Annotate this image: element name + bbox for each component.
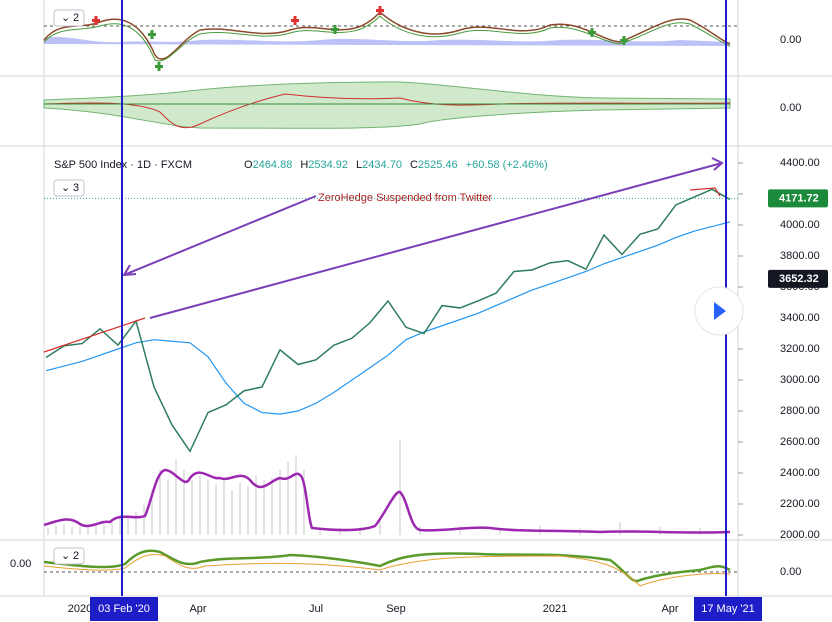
symbol: S&P 500 Index xyxy=(54,159,128,171)
ohlc-key: O xyxy=(244,159,253,171)
price-tick-label: 3800.00 xyxy=(780,250,820,262)
last-price-box xyxy=(768,189,828,208)
ohlc-value: 2434.70 xyxy=(362,159,402,171)
collapse-button[interactable] xyxy=(53,547,85,565)
volume-bars xyxy=(47,440,701,535)
chevron: ⌄ xyxy=(61,12,70,24)
interval: 1D xyxy=(137,159,151,171)
pane-counter: 2 xyxy=(73,12,79,24)
date-marker-box xyxy=(90,597,158,621)
price-tick-label: 2400.00 xyxy=(780,467,820,479)
time-label: Sep xyxy=(386,603,406,615)
time-label: 2021 xyxy=(543,603,567,615)
play-icon xyxy=(714,302,726,320)
change: +60.58 (+2.46%) xyxy=(466,159,548,171)
ohlc-value: 2525.46 xyxy=(418,159,458,171)
left-zero-label: 0.00 xyxy=(10,558,31,570)
price-tick-label: 2200.00 xyxy=(780,498,820,510)
signal-line xyxy=(43,15,731,62)
price-tick-label: 3200.00 xyxy=(780,343,820,355)
price-tick-label: 4400.00 xyxy=(780,157,820,169)
crosshair-price-box xyxy=(768,269,828,288)
zero-label: 0.00 xyxy=(780,34,801,46)
price-line xyxy=(45,188,731,453)
collapse-button[interactable] xyxy=(53,179,85,197)
histogram-area xyxy=(44,37,730,46)
annotation-arrow xyxy=(122,157,724,319)
date-marker-box xyxy=(694,597,762,621)
volume-ma-line xyxy=(43,468,731,534)
zero-label: 0.00 xyxy=(780,566,801,578)
price-pane: 2000.00 2200.00 2400.00 2600.00 2800.00 3000.… xyxy=(44,157,828,541)
price-tick-label: 2800.00 xyxy=(780,405,820,417)
chevron: ⌄ xyxy=(61,550,70,562)
momentum-signal xyxy=(43,554,731,587)
time-label: Apr xyxy=(189,603,206,615)
trend-line xyxy=(43,187,721,353)
price-tick-label: 3400.00 xyxy=(780,312,820,324)
collapse-button[interactable] xyxy=(53,9,85,27)
ohlc-value: 2534.92 xyxy=(308,159,348,171)
time-label: Apr xyxy=(661,603,678,615)
exchange: FXCM xyxy=(161,159,192,171)
pane-counter: 2 xyxy=(73,550,79,562)
ohlc-key: H xyxy=(300,159,308,171)
legend-header: S&P 500 Index · 1D · FXCM xyxy=(54,159,192,171)
pane-counter: 3 xyxy=(73,182,79,194)
time-label: Jul xyxy=(309,603,323,615)
sell-markers xyxy=(92,6,384,25)
time-label: 2020 xyxy=(68,603,92,615)
date-marker: 03 Feb '20 xyxy=(98,603,150,615)
ohlc-key: C xyxy=(410,159,418,171)
price-tick-label: 3000.00 xyxy=(780,374,820,386)
ohlc-key: L xyxy=(356,159,362,171)
momentum-line xyxy=(43,549,731,583)
time-axis: 2020 Apr Jul Sep 2021 Apr xyxy=(68,603,679,615)
date-marker: 17 May '21 xyxy=(701,603,754,615)
deviation-line xyxy=(43,93,731,129)
ohlc-values: O2464.88 H2534.92 L2434.70 C2525.46 +60.58 (… xyxy=(244,159,548,171)
moving-average xyxy=(45,221,731,415)
annotation: ZeroHedge Suspended from Twitter xyxy=(318,192,492,204)
buy-markers xyxy=(148,25,628,71)
price-tick-label: 4000.00 xyxy=(780,219,820,231)
price-tick-label: 2600.00 xyxy=(780,436,820,448)
crosshair-price-label: 3652.32 xyxy=(779,273,819,285)
price-tick-label: 2000.00 xyxy=(780,529,820,541)
chevron: ⌄ xyxy=(61,182,70,194)
last-price-label: 4171.72 xyxy=(779,192,819,204)
ohlc-value: 2464.88 xyxy=(253,159,293,171)
zero-label: 0.00 xyxy=(780,102,801,114)
